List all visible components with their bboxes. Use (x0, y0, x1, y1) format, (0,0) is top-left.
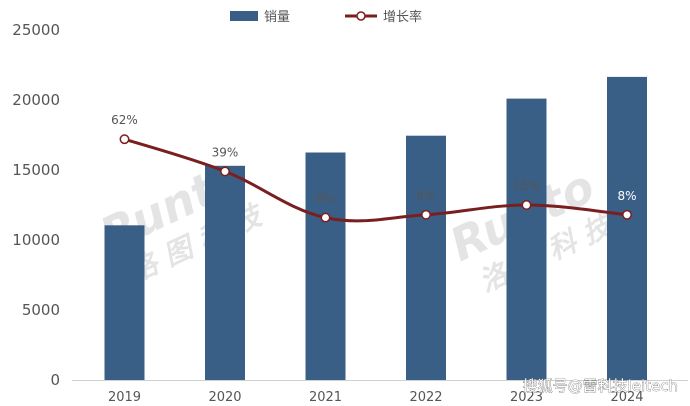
legend-bar-label: 销量 (264, 10, 290, 25)
bar (205, 165, 245, 380)
growth-point (521, 200, 532, 210)
x-tick-label: 2020 (208, 390, 241, 405)
growth-point (119, 134, 130, 145)
x-tick-label: 2023 (510, 390, 543, 405)
credit-text: 搜狐号@雷科技leitech (523, 377, 678, 395)
x-axis: 2019 2020 2021 2022 2023 2024 (108, 390, 644, 405)
data-labels: 62% 39% 6% 8% 15% 8% (111, 113, 636, 205)
bar (607, 76, 647, 381)
x-tick-label: 2024 (610, 390, 643, 405)
growth-line (124, 137, 628, 223)
growth-data-label: 6% (316, 192, 335, 206)
growth-data-label: 8% (416, 189, 435, 203)
growth-data-label: 15% (513, 179, 540, 193)
growth-point (220, 166, 230, 177)
growth-point (320, 212, 331, 223)
y-tick-label: 20000 (12, 91, 60, 109)
bar-series (104, 76, 647, 381)
y-tick-label: 10000 (12, 231, 60, 249)
growth-data-label: 62% (111, 113, 138, 127)
y-tick-label: 0 (50, 371, 60, 389)
growth-data-label: 8% (617, 189, 636, 203)
growth-point (622, 209, 632, 220)
y-tick-label: 5000 (22, 301, 60, 319)
y-axis: 0 5000 10000 15000 20000 25000 (12, 21, 60, 389)
legend-bar-swatch (230, 11, 258, 21)
legend-line-label: 增长率 (383, 9, 422, 25)
x-tick-label: 2022 (409, 390, 442, 405)
x-tick-label: 2019 (108, 390, 141, 405)
bar (506, 98, 547, 380)
bar (406, 135, 446, 380)
bar (104, 225, 145, 380)
y-tick-label: 25000 (12, 21, 60, 39)
legend: 销量 增长率 (230, 9, 422, 25)
x-tick-label: 2021 (309, 390, 342, 405)
bar (305, 152, 346, 380)
growth-line-series (119, 134, 632, 223)
growth-data-label: 39% (212, 145, 239, 159)
y-tick-label: 15000 (12, 161, 60, 179)
growth-point (421, 209, 431, 220)
legend-line-marker (356, 11, 366, 21)
